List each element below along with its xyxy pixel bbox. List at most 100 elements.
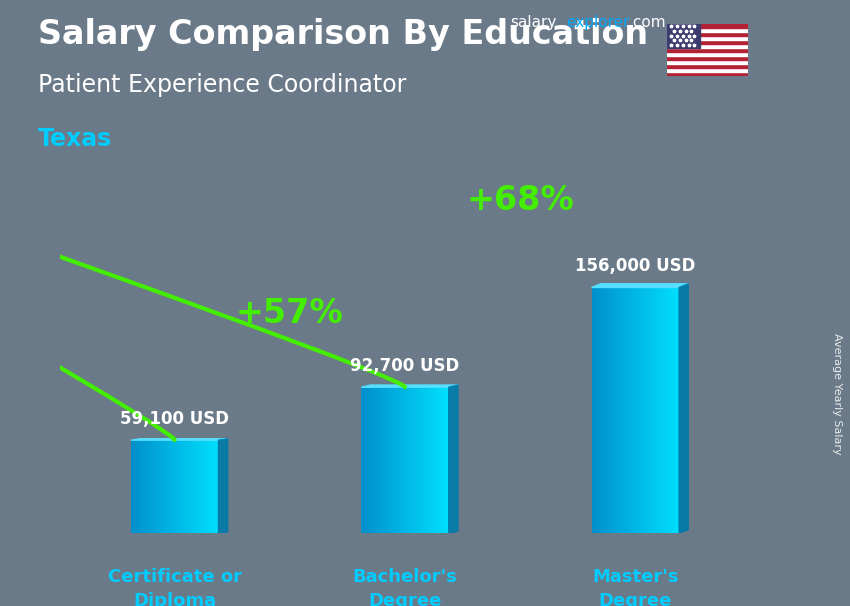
Bar bbox=[389, 387, 391, 533]
Bar bbox=[185, 440, 187, 533]
Bar bbox=[147, 440, 149, 533]
Bar bbox=[440, 387, 442, 533]
Bar bbox=[157, 440, 159, 533]
Bar bbox=[623, 287, 625, 533]
Bar bbox=[641, 287, 643, 533]
Text: Certificate or
Diploma: Certificate or Diploma bbox=[108, 568, 241, 606]
Bar bbox=[665, 287, 666, 533]
Bar bbox=[379, 387, 381, 533]
Bar bbox=[437, 387, 439, 533]
Bar bbox=[592, 287, 593, 533]
Bar bbox=[653, 287, 655, 533]
Bar bbox=[375, 387, 377, 533]
Bar bbox=[377, 387, 379, 533]
Bar bbox=[649, 287, 651, 533]
Bar bbox=[674, 287, 676, 533]
Bar bbox=[189, 440, 190, 533]
Bar bbox=[625, 287, 626, 533]
Bar bbox=[671, 287, 672, 533]
Bar bbox=[197, 440, 199, 533]
Bar bbox=[663, 287, 665, 533]
Bar bbox=[187, 440, 189, 533]
Polygon shape bbox=[679, 284, 689, 533]
Bar bbox=[182, 440, 184, 533]
Bar bbox=[667, 68, 748, 72]
Bar bbox=[422, 387, 424, 533]
Bar bbox=[667, 40, 748, 44]
Bar bbox=[394, 387, 396, 533]
Bar bbox=[199, 440, 201, 533]
Bar bbox=[196, 440, 197, 533]
Bar bbox=[215, 440, 217, 533]
Bar bbox=[156, 440, 157, 533]
Bar bbox=[426, 387, 428, 533]
Bar bbox=[667, 36, 748, 40]
Bar bbox=[417, 387, 419, 533]
Text: +57%: +57% bbox=[236, 297, 343, 330]
Bar bbox=[633, 287, 635, 533]
Bar bbox=[194, 440, 196, 533]
Bar bbox=[628, 287, 630, 533]
FancyArrowPatch shape bbox=[0, 0, 405, 387]
Bar bbox=[669, 287, 671, 533]
Bar bbox=[445, 387, 447, 533]
Bar bbox=[177, 440, 178, 533]
Bar bbox=[384, 387, 386, 533]
Bar bbox=[439, 387, 440, 533]
Bar bbox=[667, 24, 748, 28]
Bar bbox=[401, 387, 403, 533]
Bar bbox=[180, 440, 182, 533]
Bar bbox=[609, 287, 611, 533]
Polygon shape bbox=[592, 284, 688, 287]
Bar bbox=[204, 440, 207, 533]
Text: Average Yearly Salary: Average Yearly Salary bbox=[832, 333, 842, 454]
Bar bbox=[138, 440, 139, 533]
Bar bbox=[428, 387, 429, 533]
Bar bbox=[639, 287, 641, 533]
Bar bbox=[667, 32, 748, 36]
Bar bbox=[667, 44, 748, 48]
Bar bbox=[414, 387, 416, 533]
Bar bbox=[611, 287, 613, 533]
Bar bbox=[621, 287, 623, 533]
Polygon shape bbox=[131, 439, 228, 440]
Text: Salary Comparison By Education: Salary Comparison By Education bbox=[38, 18, 649, 51]
Polygon shape bbox=[449, 385, 458, 533]
Bar bbox=[143, 440, 144, 533]
Bar bbox=[646, 287, 648, 533]
Bar bbox=[192, 440, 194, 533]
Text: salary: salary bbox=[510, 15, 557, 30]
Bar bbox=[403, 387, 405, 533]
Bar bbox=[141, 440, 143, 533]
Bar bbox=[131, 440, 133, 533]
Bar bbox=[136, 440, 138, 533]
Bar bbox=[618, 287, 620, 533]
Bar bbox=[643, 287, 644, 533]
Bar bbox=[667, 24, 700, 48]
Bar bbox=[660, 287, 661, 533]
Bar bbox=[174, 440, 177, 533]
Bar bbox=[407, 387, 409, 533]
Bar bbox=[666, 287, 669, 533]
Bar bbox=[667, 60, 748, 64]
Text: 59,100 USD: 59,100 USD bbox=[120, 410, 230, 428]
Bar bbox=[159, 440, 161, 533]
Bar bbox=[149, 440, 150, 533]
Bar bbox=[207, 440, 208, 533]
Bar bbox=[672, 287, 674, 533]
Bar bbox=[447, 387, 449, 533]
Bar bbox=[370, 387, 371, 533]
Bar bbox=[635, 287, 637, 533]
Bar bbox=[605, 287, 607, 533]
Bar bbox=[667, 28, 748, 32]
Bar bbox=[144, 440, 147, 533]
Bar bbox=[600, 287, 602, 533]
Bar bbox=[424, 387, 426, 533]
Bar bbox=[637, 287, 639, 533]
Bar bbox=[593, 287, 595, 533]
Bar bbox=[382, 387, 384, 533]
Bar bbox=[161, 440, 162, 533]
Polygon shape bbox=[218, 439, 228, 533]
Bar bbox=[651, 287, 653, 533]
Bar bbox=[139, 440, 141, 533]
